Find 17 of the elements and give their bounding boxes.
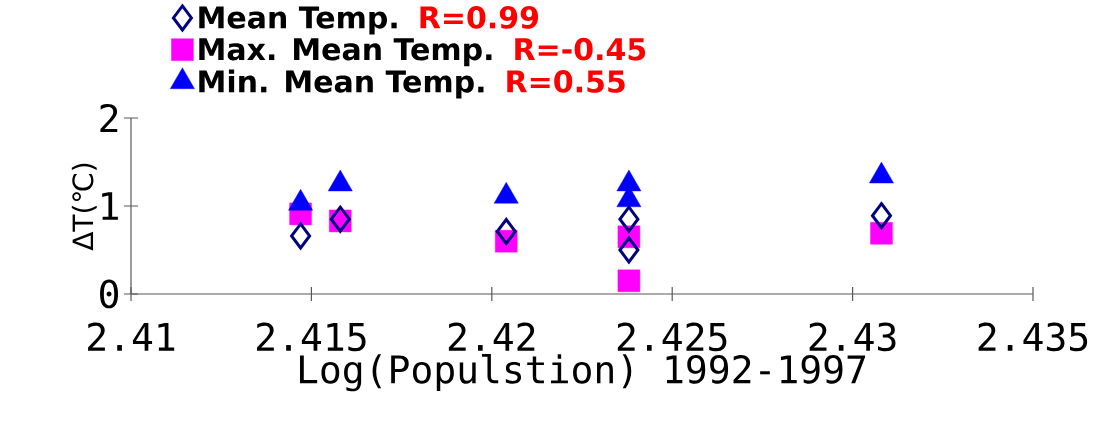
- x-tick-label: 2.43: [809, 322, 896, 352]
- x-axis-title: Log(Populstion) 1992-1997: [300, 354, 866, 392]
- x-tick-label: 2.41: [88, 322, 175, 351]
- x-tick-label: 2.415: [257, 322, 366, 352]
- text: R=0.55: [507, 70, 625, 93]
- text: R=-0.45: [515, 37, 646, 61]
- x-tick-label: 2.425: [617, 322, 727, 352]
- text: R=0.99: [420, 6, 539, 29]
- y-tick-label: 0: [100, 279, 119, 309]
- y-tick-label: 2: [100, 103, 118, 133]
- y-tick-label: 1: [102, 192, 118, 220]
- x-tick-label: 2.42: [448, 322, 535, 351]
- legend-label: Min. Mean Temp.: [199, 69, 484, 99]
- legend-label: Max. Mean Temp.: [199, 38, 492, 67]
- x-tick-label: 2.435: [978, 322, 1088, 352]
- legend-label: Mean Temp.: [199, 6, 397, 35]
- y-axis-title: ΔT(℃): [71, 163, 97, 251]
